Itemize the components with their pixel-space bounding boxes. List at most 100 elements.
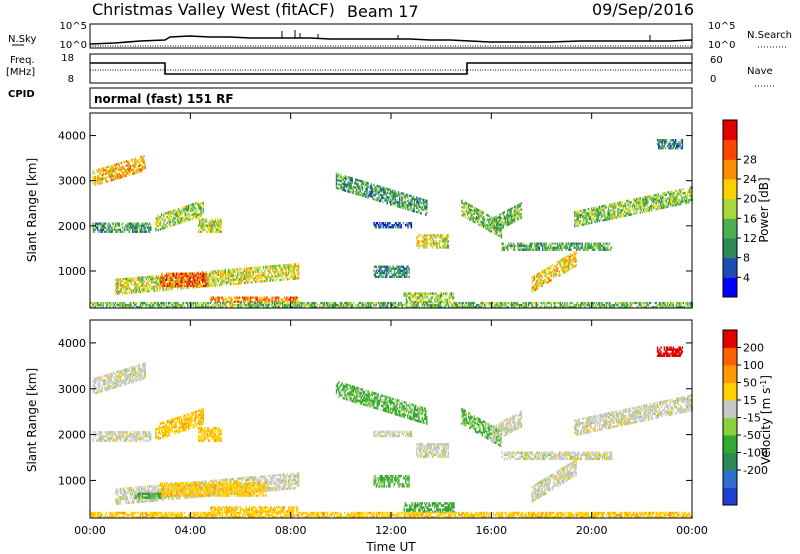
power-cell bbox=[569, 259, 572, 262]
power-cell bbox=[497, 220, 499, 223]
power-cell bbox=[190, 284, 193, 288]
power-cell bbox=[653, 194, 655, 197]
power-cell bbox=[349, 301, 351, 305]
power-cell bbox=[380, 306, 382, 309]
power-cell bbox=[679, 203, 681, 206]
power-cell bbox=[587, 214, 590, 217]
power-cell bbox=[582, 223, 584, 226]
power-cell bbox=[138, 164, 141, 167]
power-cell bbox=[214, 224, 217, 227]
power-cell bbox=[489, 223, 491, 226]
power-cell bbox=[167, 217, 169, 220]
power-cell bbox=[142, 288, 144, 291]
power-region-8 bbox=[373, 222, 413, 229]
power-cell bbox=[653, 204, 655, 207]
power-cell bbox=[334, 301, 337, 305]
power-cell bbox=[673, 141, 676, 144]
power-cell bbox=[114, 306, 117, 309]
power-cell bbox=[243, 281, 246, 285]
power-cell bbox=[258, 298, 261, 301]
power-cell bbox=[178, 213, 181, 216]
power-cell bbox=[662, 147, 664, 150]
power-cell bbox=[224, 273, 226, 276]
power-cell bbox=[119, 230, 121, 233]
power-cell bbox=[302, 301, 304, 305]
power-cell bbox=[402, 303, 405, 307]
power-cell bbox=[273, 279, 275, 282]
power-cell bbox=[554, 273, 556, 276]
power-cell bbox=[123, 228, 125, 231]
power-cell bbox=[107, 172, 109, 175]
power-cell bbox=[567, 262, 569, 266]
power-cell bbox=[361, 194, 364, 197]
power-cell bbox=[213, 274, 215, 277]
power-cell bbox=[413, 206, 416, 209]
power-cell bbox=[573, 255, 575, 258]
power-cell bbox=[388, 200, 391, 203]
power-cell bbox=[160, 282, 162, 285]
power-cell bbox=[198, 205, 200, 208]
power-cell bbox=[344, 306, 346, 309]
power-cell bbox=[216, 301, 218, 305]
power-cell bbox=[433, 242, 435, 245]
power-cell bbox=[601, 207, 603, 210]
power-cell bbox=[447, 240, 450, 243]
power-cell bbox=[424, 306, 426, 309]
power-cell bbox=[589, 217, 592, 221]
power-cell bbox=[344, 185, 347, 188]
power-cell bbox=[275, 298, 278, 301]
power-cell bbox=[103, 222, 106, 225]
power-cell bbox=[398, 273, 400, 276]
power-cell bbox=[672, 196, 674, 199]
power-cell bbox=[204, 228, 206, 231]
power-cell bbox=[122, 306, 125, 309]
power-cell bbox=[211, 276, 213, 279]
power-cell bbox=[118, 174, 120, 177]
power-cell bbox=[500, 223, 502, 226]
power-cell bbox=[248, 279, 250, 282]
power-cell bbox=[575, 242, 578, 245]
power-cell bbox=[407, 224, 409, 227]
power-cell bbox=[513, 216, 516, 219]
power-cell bbox=[155, 285, 158, 288]
power-cell bbox=[597, 208, 600, 211]
power-cell bbox=[373, 222, 375, 225]
power-cell bbox=[422, 246, 425, 249]
power-cell bbox=[371, 189, 374, 192]
power-cell bbox=[612, 204, 614, 208]
power-cell bbox=[376, 188, 378, 192]
power-cell bbox=[426, 240, 428, 243]
power-cell bbox=[398, 265, 400, 268]
power-cell bbox=[160, 280, 162, 283]
power-cell bbox=[180, 272, 182, 275]
power-cell bbox=[342, 176, 344, 179]
power-cell bbox=[676, 197, 679, 200]
power-cell bbox=[137, 224, 140, 227]
power-cell bbox=[225, 281, 228, 284]
power-cell bbox=[121, 284, 124, 287]
power-cell bbox=[532, 283, 534, 287]
power-cell bbox=[119, 290, 121, 293]
power-cell bbox=[593, 211, 595, 214]
power-cell bbox=[423, 306, 425, 309]
power-cell bbox=[118, 162, 120, 165]
power-cell bbox=[618, 203, 620, 206]
power-cell bbox=[480, 210, 482, 213]
power-cell bbox=[473, 208, 475, 211]
power-cell bbox=[439, 294, 442, 297]
power-cell bbox=[356, 184, 358, 188]
power-cell bbox=[99, 303, 101, 307]
power-cell bbox=[518, 213, 520, 216]
power-cell bbox=[131, 306, 134, 309]
power-cell bbox=[249, 301, 251, 305]
power-cell bbox=[489, 227, 491, 230]
power-cell bbox=[380, 265, 382, 268]
power-cell bbox=[377, 191, 379, 194]
power-cell bbox=[376, 190, 378, 194]
power-cell bbox=[397, 193, 400, 196]
power-cell bbox=[158, 277, 160, 280]
power-cell bbox=[167, 274, 169, 277]
power-cell bbox=[534, 282, 537, 285]
power-cell bbox=[274, 298, 277, 301]
power-cell bbox=[662, 192, 664, 195]
